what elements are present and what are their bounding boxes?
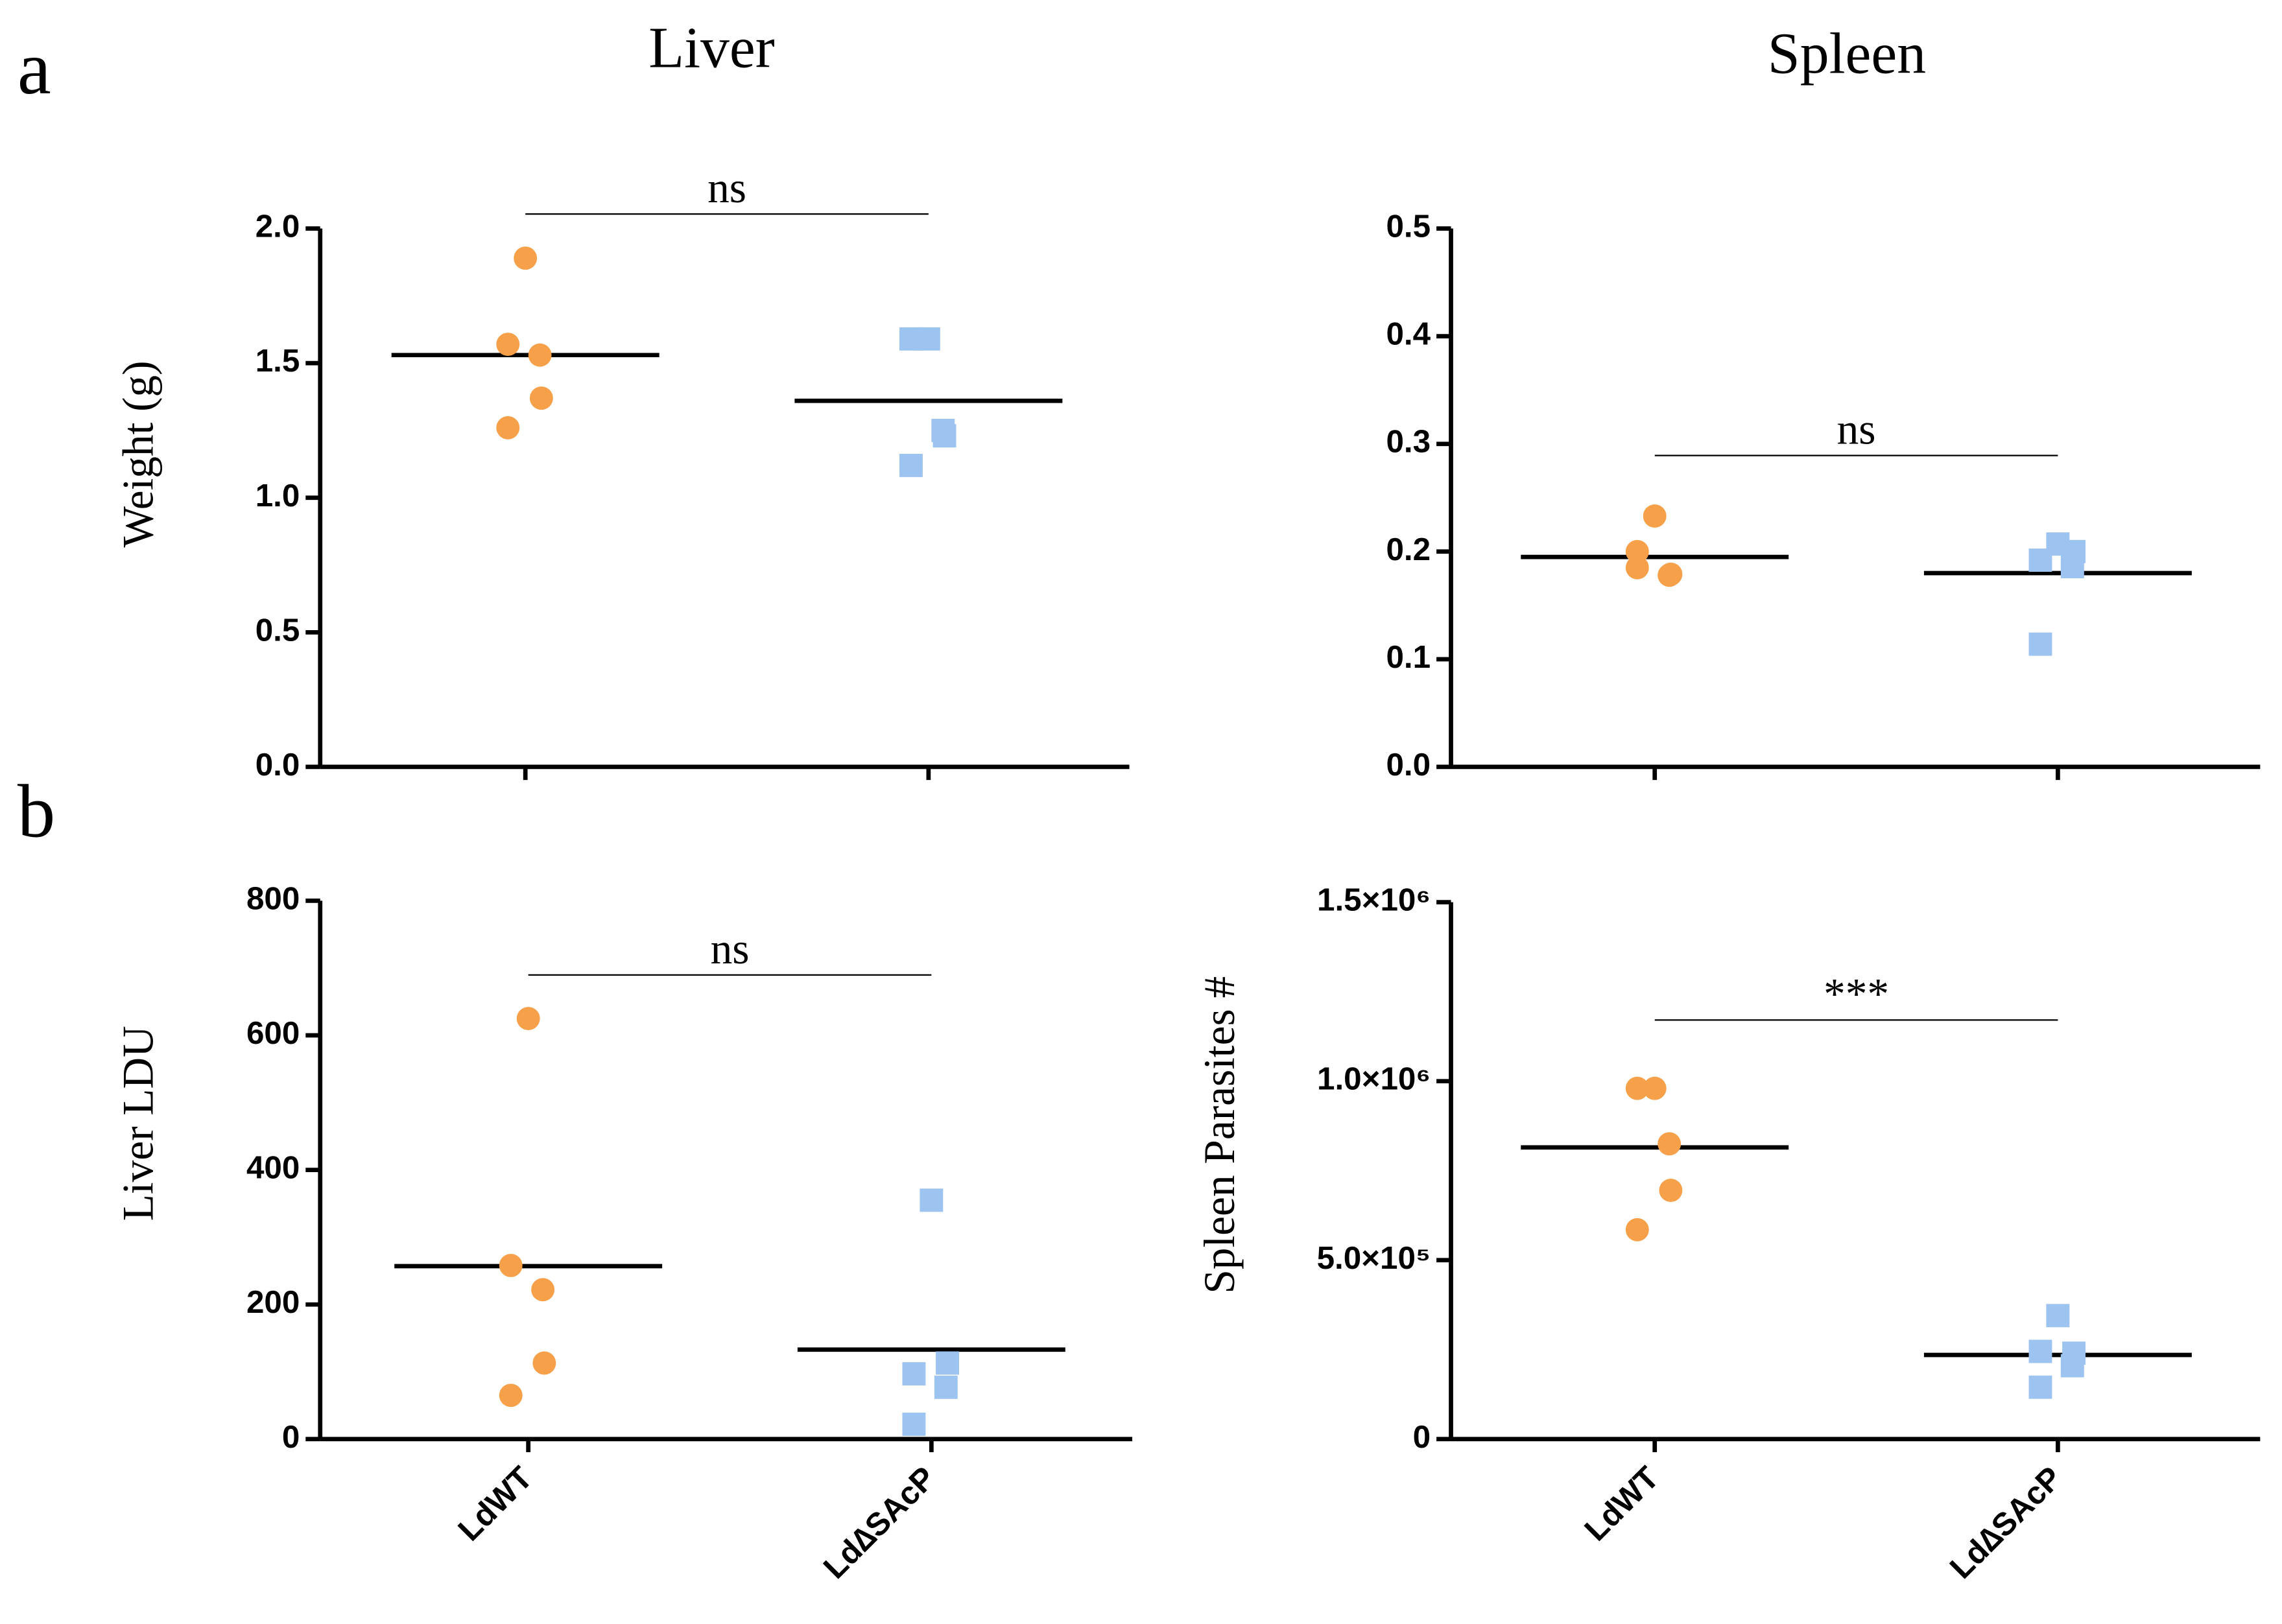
- data-point: [1625, 539, 1649, 563]
- y-tick-label: 600: [246, 1015, 300, 1051]
- y-tick-label: 1.5: [256, 343, 300, 379]
- data-point: [2028, 1339, 2052, 1363]
- data-point: [1643, 504, 1667, 528]
- data-point: [496, 416, 520, 440]
- data-point: [2062, 1341, 2086, 1365]
- data-point: [2028, 548, 2052, 572]
- data-point: [528, 343, 552, 367]
- y-tick-label: 1.0×10⁶: [1317, 1061, 1431, 1097]
- column-title: Spleen: [1768, 21, 1926, 86]
- data-point: [1625, 556, 1649, 580]
- data-point: [933, 424, 957, 448]
- y-tick-label: 0: [282, 1419, 300, 1455]
- data-point: [1625, 1076, 1649, 1100]
- data-point: [2062, 539, 2086, 563]
- x-tick-label: Ld∆SAcP: [1943, 1460, 2069, 1586]
- data-point: [2028, 1375, 2052, 1399]
- data-point: [514, 246, 538, 270]
- y-tick-label: 0.0: [1386, 747, 1431, 783]
- y-tick-label: 0: [1413, 1419, 1431, 1455]
- y-tick-label: 0.2: [1386, 532, 1431, 567]
- data-point: [499, 1383, 523, 1407]
- data-point: [532, 1351, 556, 1375]
- data-point: [899, 453, 923, 477]
- y-tick-label: 400: [246, 1150, 300, 1186]
- significance-label: ns: [1837, 405, 1876, 454]
- data-point: [934, 1375, 958, 1399]
- data-point: [899, 327, 923, 351]
- significance-label: ns: [707, 163, 746, 212]
- column-title: Liver: [648, 16, 774, 80]
- data-point: [2028, 632, 2052, 656]
- data-point: [496, 333, 520, 357]
- data-point: [529, 386, 553, 410]
- y-tick-label: 5.0×10⁵: [1317, 1240, 1431, 1276]
- y-tick-label: 0.4: [1386, 316, 1431, 352]
- data-point: [499, 1254, 523, 1277]
- data-point: [1659, 1179, 1683, 1203]
- data-point: [1625, 1218, 1649, 1242]
- data-point: [1658, 1132, 1682, 1156]
- y-tick-label: 1.0: [256, 478, 300, 513]
- data-point: [1659, 562, 1683, 586]
- data-point: [936, 1351, 959, 1375]
- y-tick-label: 0.1: [1386, 639, 1431, 675]
- x-tick-label: LdWT: [451, 1460, 540, 1548]
- data-point: [902, 1362, 926, 1386]
- data-point: [516, 1007, 540, 1030]
- panel-label: a: [18, 27, 51, 110]
- y-tick-label: 200: [246, 1284, 300, 1320]
- y-tick-label: 800: [246, 880, 300, 916]
- significance-label: ns: [711, 924, 750, 973]
- x-tick-label: Ld∆SAcP: [816, 1460, 942, 1586]
- data-point: [1643, 1076, 1667, 1100]
- y-axis-label: Liver LDU: [114, 1026, 163, 1221]
- y-tick-label: 0.0: [256, 747, 300, 783]
- y-tick-label: 0.5: [1386, 209, 1431, 244]
- data-point: [2046, 1304, 2070, 1328]
- y-axis-label: Spleen Parasites #: [1195, 976, 1244, 1294]
- data-point: [920, 1188, 944, 1212]
- data-point: [531, 1278, 555, 1302]
- y-tick-label: 0.3: [1386, 424, 1431, 460]
- panel-label: b: [18, 770, 55, 854]
- data-point: [902, 1412, 926, 1436]
- y-tick-label: 1.5×10⁶: [1317, 882, 1431, 918]
- x-tick-label: LdWT: [1578, 1460, 1666, 1548]
- significance-label: ***: [1824, 969, 1889, 1018]
- y-tick-label: 2.0: [256, 209, 300, 244]
- y-axis-label: Weight (g): [114, 360, 163, 547]
- y-tick-label: 0.5: [256, 612, 300, 648]
